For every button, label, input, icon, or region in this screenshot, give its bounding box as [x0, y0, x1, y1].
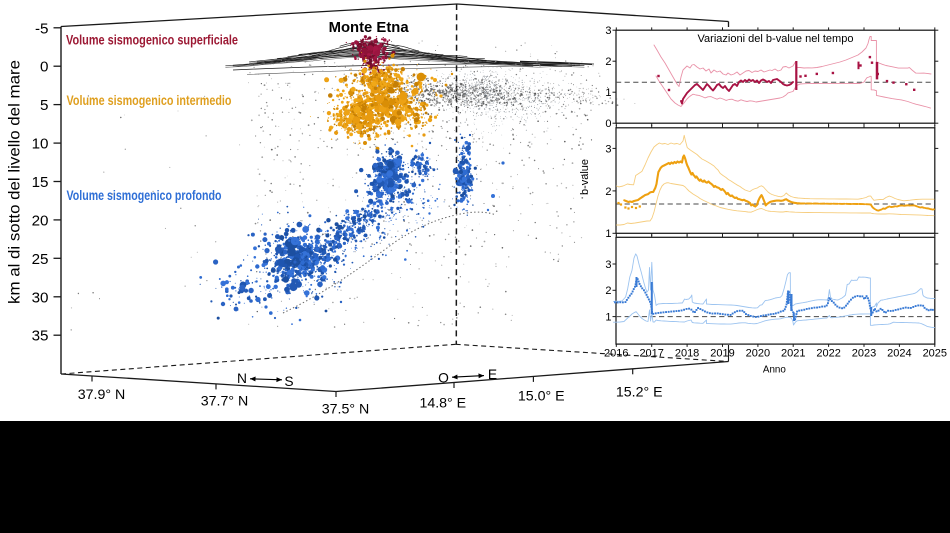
svg-text:Volume sismogenico intermedio: Volume sismogenico intermedio — [67, 93, 232, 108]
svg-text:Volume sismogenico profondo: Volume sismogenico profondo — [67, 188, 222, 203]
svg-text:14.8° E: 14.8° E — [419, 396, 466, 412]
svg-text:10: 10 — [32, 136, 49, 153]
svg-text:37.7° N: 37.7° N — [201, 393, 248, 409]
svg-text:0: 0 — [40, 59, 48, 76]
svg-text:Volume sismogenico superficial: Volume sismogenico superficiale — [66, 33, 238, 48]
svg-text:35: 35 — [32, 328, 49, 345]
svg-text:15.0° E: 15.0° E — [518, 389, 565, 405]
svg-text:25: 25 — [32, 251, 49, 268]
svg-text:30: 30 — [32, 289, 49, 306]
svg-text:5: 5 — [40, 97, 48, 114]
svg-text:37.5° N: 37.5° N — [322, 401, 369, 417]
svg-text:-5: -5 — [35, 20, 49, 37]
svg-text:km al di sotto del livello del: km al di sotto del livello del mare — [7, 60, 24, 304]
svg-text:37.9° N: 37.9° N — [78, 387, 125, 403]
svg-text:E: E — [488, 367, 497, 382]
svg-text:15.2° E: 15.2° E — [616, 385, 663, 401]
svg-text:O: O — [438, 371, 449, 386]
svg-text:N: N — [237, 371, 247, 386]
svg-text:Monte Etna: Monte Etna — [329, 20, 410, 36]
svg-text:15: 15 — [32, 174, 49, 191]
svg-text:S: S — [284, 374, 293, 389]
svg-text:20: 20 — [32, 212, 49, 229]
